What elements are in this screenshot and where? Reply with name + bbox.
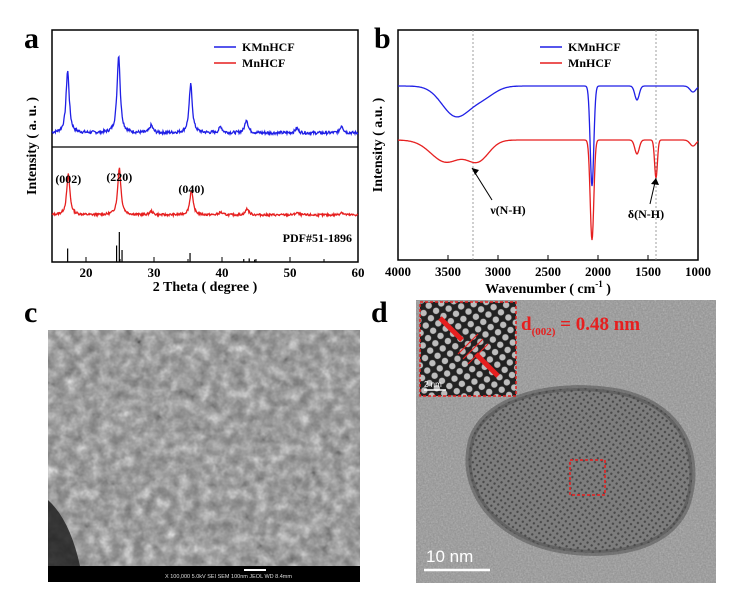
sem-info-text: X 100,000 5.0kV SEI SEM 100nm JEOL WD 8.… [165, 574, 292, 580]
peak-label-002: (002) [55, 172, 81, 186]
xrd-curve-mnhcf [51, 167, 359, 219]
tem-scale-label: 10 nm [426, 547, 473, 566]
ftir-curve-mnhcf [398, 139, 699, 241]
panel-b-x-tick-label: 4000 [385, 264, 411, 279]
panel-a-x-tick-label: 30 [148, 265, 161, 280]
panel-b-x-tick-label: 1000 [685, 264, 711, 279]
panel-a-legend: KMnHCF MnHCF [214, 40, 295, 70]
panel-a-frame [51, 29, 359, 263]
panel-d: d 2 nm d(002) = 0.48 nm 10 nm [371, 296, 716, 583]
peak-label-040: (040) [178, 182, 204, 196]
panel-b-x-axis-title-tail: ) [603, 282, 612, 297]
sem-info-bar [48, 566, 360, 582]
panel-b-x-tick-label: 1500 [635, 264, 661, 279]
sem-image: X 100,000 5.0kV SEI SEM 100nm JEOL WD 8.… [48, 330, 360, 582]
panel-b-x-tick-label: 3000 [485, 264, 511, 279]
annotation-nh-stretch: ν(N-H) [489, 203, 525, 217]
legend-label-kmnhcf: KMnHCF [242, 40, 295, 54]
panel-letter-a: a [24, 22, 39, 55]
panel-letter-c: c [24, 296, 37, 329]
panel-letter-b: b [374, 22, 391, 55]
inset-fringe-3 [467, 343, 489, 365]
inset-scale-label: 2 nm [424, 380, 442, 389]
panel-c: c X 100,000 5.0kV SEI SEM 100nm JEOL WD … [24, 296, 360, 582]
sem-scale-bar [244, 569, 266, 571]
ftir-curve-kmnhcf [398, 85, 699, 187]
reference-sticks [67, 232, 256, 262]
panel-b-x-ticks: 4000 3500 3000 2500 2000 1500 1000 [385, 255, 711, 279]
reference-card-label: PDF#51-1896 [283, 231, 352, 245]
tem-selected-area [569, 459, 606, 496]
arrowhead-nh-stretch [472, 168, 479, 175]
legend-label-mnhcf-b: MnHCF [568, 56, 611, 70]
xrd-curve-kmnhcf [51, 55, 359, 137]
d-spacing-label: d(002) = 0.48 nm [521, 314, 640, 338]
panel-a-x-tick-label: 40 [216, 265, 229, 280]
panel-b-x-axis-title: Wavenumber ( cm-1 ) [485, 279, 611, 297]
panel-a-x-ticks: 20 30 40 50 60 [51, 257, 365, 280]
panel-b-x-axis-title-sup: -1 [595, 279, 603, 289]
panel-b-x-tick-label: 3500 [435, 264, 461, 279]
inset-marker-lower [474, 352, 500, 378]
panel-b-x-tick-label: 2000 [585, 264, 611, 279]
panel-b: b 4000 3500 3000 2500 2000 1500 1000 KMnHCF Mn… [371, 22, 711, 297]
arrowhead-nh-bend [651, 178, 659, 185]
legend-label-kmnhcf-b: KMnHCF [568, 40, 621, 54]
annotation-nh-bend: δ(N-H) [628, 207, 664, 221]
inset-fringe-2 [462, 338, 484, 360]
tem-image: 2 nm d(002) = 0.48 nm 10 nm [416, 300, 716, 583]
d-spacing-sub: (002) [532, 326, 556, 338]
peak-label-220: (220) [106, 170, 132, 184]
inset-marker-upper [438, 316, 464, 342]
panel-b-x-tick-label: 2500 [535, 264, 561, 279]
panel-letter-d: d [371, 296, 388, 329]
panel-a-x-axis-title: 2 Theta ( degree ) [153, 280, 258, 295]
panel-a-x-tick-label: 50 [284, 265, 297, 280]
panel-b-legend: KMnHCF MnHCF [540, 40, 621, 70]
tem-nanoparticle-edge [465, 385, 696, 556]
panel-b-y-axis-title: Intensity ( a.u. ) [371, 97, 386, 192]
sem-shadow [48, 500, 80, 566]
panel-a-x-tick-label: 20 [80, 265, 93, 280]
tem-inset [420, 302, 516, 396]
tem-nanoparticle [468, 388, 693, 553]
panel-b-x-axis-title-main: Wavenumber ( cm [485, 282, 596, 297]
legend-label-mnhcf: MnHCF [242, 56, 285, 70]
panel-a: a 20 30 40 50 60 KMnHCF MnHCF (002) (220) (0… [24, 22, 365, 295]
d-spacing-main: d [521, 314, 532, 335]
inset-fringe-1 [457, 333, 479, 355]
sem-texture [48, 330, 360, 566]
panel-a-y-axis-title: Intensity ( a. u. ) [25, 97, 40, 195]
panel-a-x-tick-label: 60 [352, 265, 365, 280]
d-spacing-value: = 0.48 nm [555, 314, 640, 335]
tem-inset-border [419, 301, 517, 397]
